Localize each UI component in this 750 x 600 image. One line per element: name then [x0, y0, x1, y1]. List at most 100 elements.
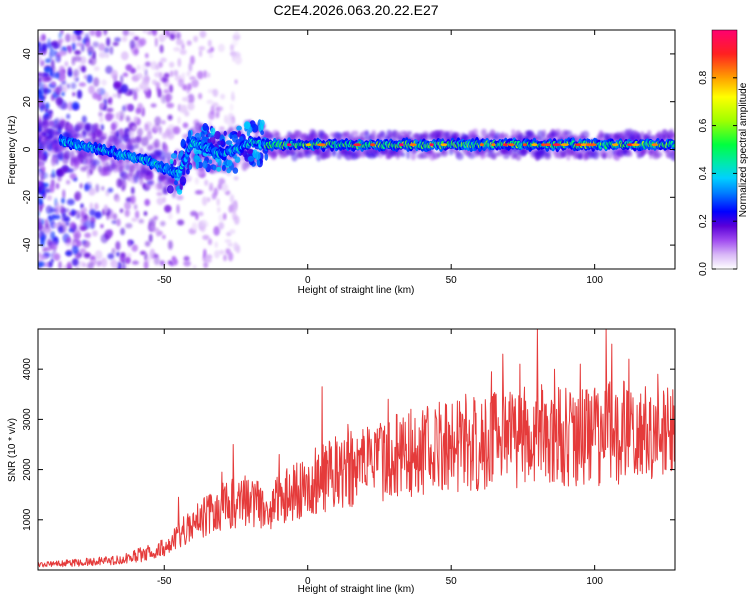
- spectrogram-cell: [66, 236, 72, 244]
- spectrogram-cell: [210, 127, 216, 136]
- spectrogram-cell: [246, 148, 253, 155]
- spectrogram-cell: [71, 258, 79, 267]
- spectrogram-cell: [87, 262, 94, 269]
- spectrogram-cell: [100, 102, 105, 109]
- spectrogram-cell: [221, 164, 226, 171]
- spectrogram-cell: [50, 59, 55, 69]
- spectrogram-cell: [120, 51, 129, 61]
- spectrogram-cell: [43, 227, 50, 236]
- spectrogram-cell: [92, 50, 96, 60]
- spectrogram-cell: [187, 83, 192, 91]
- spectrogram-cell: [43, 87, 48, 97]
- spectrogram-cell: [165, 205, 171, 212]
- spectrogram-x-axis-label: Height of straight line (km): [298, 285, 415, 296]
- spectrogram-cell: [80, 166, 88, 172]
- spectrogram-cell: [49, 207, 58, 213]
- spectrogram-cell: [153, 215, 159, 221]
- colorbar-tick-label: 0.4: [698, 166, 709, 180]
- spectrogram-cell: [38, 169, 43, 177]
- figure-title: C2E4.2026.063.20.22.E27: [273, 2, 438, 18]
- spectrogram-cell: [88, 51, 92, 57]
- spectrogram-cell: [169, 158, 174, 165]
- spectrogram-cell: [121, 36, 128, 42]
- spectrogram-cell: [175, 32, 181, 40]
- spectrogram-cell: [197, 211, 204, 217]
- spectrogram-cell: [120, 74, 124, 85]
- spectrogram-cell: [226, 159, 233, 167]
- spectrogram-cell: [51, 231, 55, 240]
- spectrogram-cell: [202, 234, 210, 241]
- spectrogram-cell: [182, 122, 189, 129]
- spectrogram-cell: [133, 116, 138, 123]
- spectrogram-cell: [38, 198, 43, 206]
- spectrogram-cell: [177, 116, 181, 125]
- spectrogram-cell: [86, 128, 94, 136]
- spectrogram-cell: [159, 260, 165, 266]
- spectrogram-cell: [127, 145, 135, 152]
- spectrogram-cell: [212, 88, 219, 97]
- spectrogram-cell: [129, 31, 135, 36]
- spectrogram-cell: [93, 66, 100, 72]
- spectrogram-cell: [177, 219, 185, 226]
- spectrogram-cell: [66, 83, 71, 89]
- spectrogram-cell: [67, 45, 72, 54]
- spectrogram-cell: [94, 250, 103, 260]
- spectrogram-cell: [204, 130, 208, 135]
- spectrogram-cell: [223, 254, 227, 262]
- spectrogram-cell: [153, 255, 160, 266]
- spectrogram-panel: -50 0 50 100 -40 -20 0 20 40 Height of straight …: [7, 29, 676, 296]
- spectrogram-cell: [88, 59, 92, 64]
- spectrogram-cell: [199, 30, 207, 38]
- spectrogram-cell: [169, 61, 175, 68]
- spectrogram-cell: [165, 93, 171, 104]
- spectrogram-cell: [479, 143, 484, 147]
- spectrogram-cell: [216, 198, 220, 206]
- spectrogram-cell: [119, 208, 124, 213]
- spectrogram-cell: [103, 47, 110, 54]
- spectrogram-cell: [220, 93, 226, 100]
- spectrogram-cell: [117, 89, 122, 99]
- spectrogram-cell: [106, 37, 111, 47]
- spectrogram-cell: [53, 253, 61, 261]
- spectrogram-cell: [88, 85, 95, 95]
- spectrogram-cell: [59, 69, 65, 80]
- spectrogram-cell: [208, 159, 213, 164]
- spectrogram-cell: [440, 143, 448, 147]
- spectrogram-cell: [122, 72, 129, 77]
- spectrogram-cell: [243, 121, 251, 130]
- spectrogram-cell: [74, 50, 81, 55]
- spectrogram-cell: [58, 261, 62, 269]
- spectrogram-cell: [103, 97, 108, 106]
- spectrogram-cell: [552, 143, 561, 147]
- spectrogram-cell: [225, 140, 233, 145]
- spectrogram-cell: [135, 73, 144, 80]
- spectrogram-cell: [42, 72, 50, 77]
- spectrogram-cell: [140, 136, 149, 147]
- spectrogram-cell: [142, 30, 148, 34]
- spectrogram-cell: [218, 250, 226, 255]
- spectrogram-cell: [74, 30, 83, 35]
- spectrogram-cell: [229, 132, 233, 140]
- spectrogram-cell: [203, 261, 209, 269]
- spectrogram-cell: [196, 70, 204, 80]
- spectrogram-cell: [564, 130, 573, 136]
- spectrogram-cell: [156, 197, 164, 206]
- spectrogram-cell: [59, 49, 67, 56]
- snr-y-tick-label: 1000: [22, 508, 33, 531]
- spectrogram-cell: [147, 130, 152, 136]
- spectrogram-cell: [89, 216, 96, 224]
- spectrogram-cell: [224, 239, 232, 244]
- spectrogram-cell: [370, 143, 376, 147]
- spectrogram-cell: [122, 260, 126, 269]
- spectrogram-cell: [87, 168, 90, 179]
- spectrogram-cell: [99, 115, 104, 124]
- spectrogram-cell: [325, 149, 333, 158]
- spectrogram-cell: [602, 153, 607, 160]
- spectrogram-cell: [63, 264, 67, 269]
- spectrogram-cell: [79, 225, 87, 231]
- spectrogram-cell: [92, 41, 99, 48]
- spectrogram-cell: [133, 204, 138, 210]
- spectrogram-cell: [191, 79, 199, 88]
- spectrogram-cell: [455, 132, 461, 138]
- spectrogram-cell: [38, 232, 43, 240]
